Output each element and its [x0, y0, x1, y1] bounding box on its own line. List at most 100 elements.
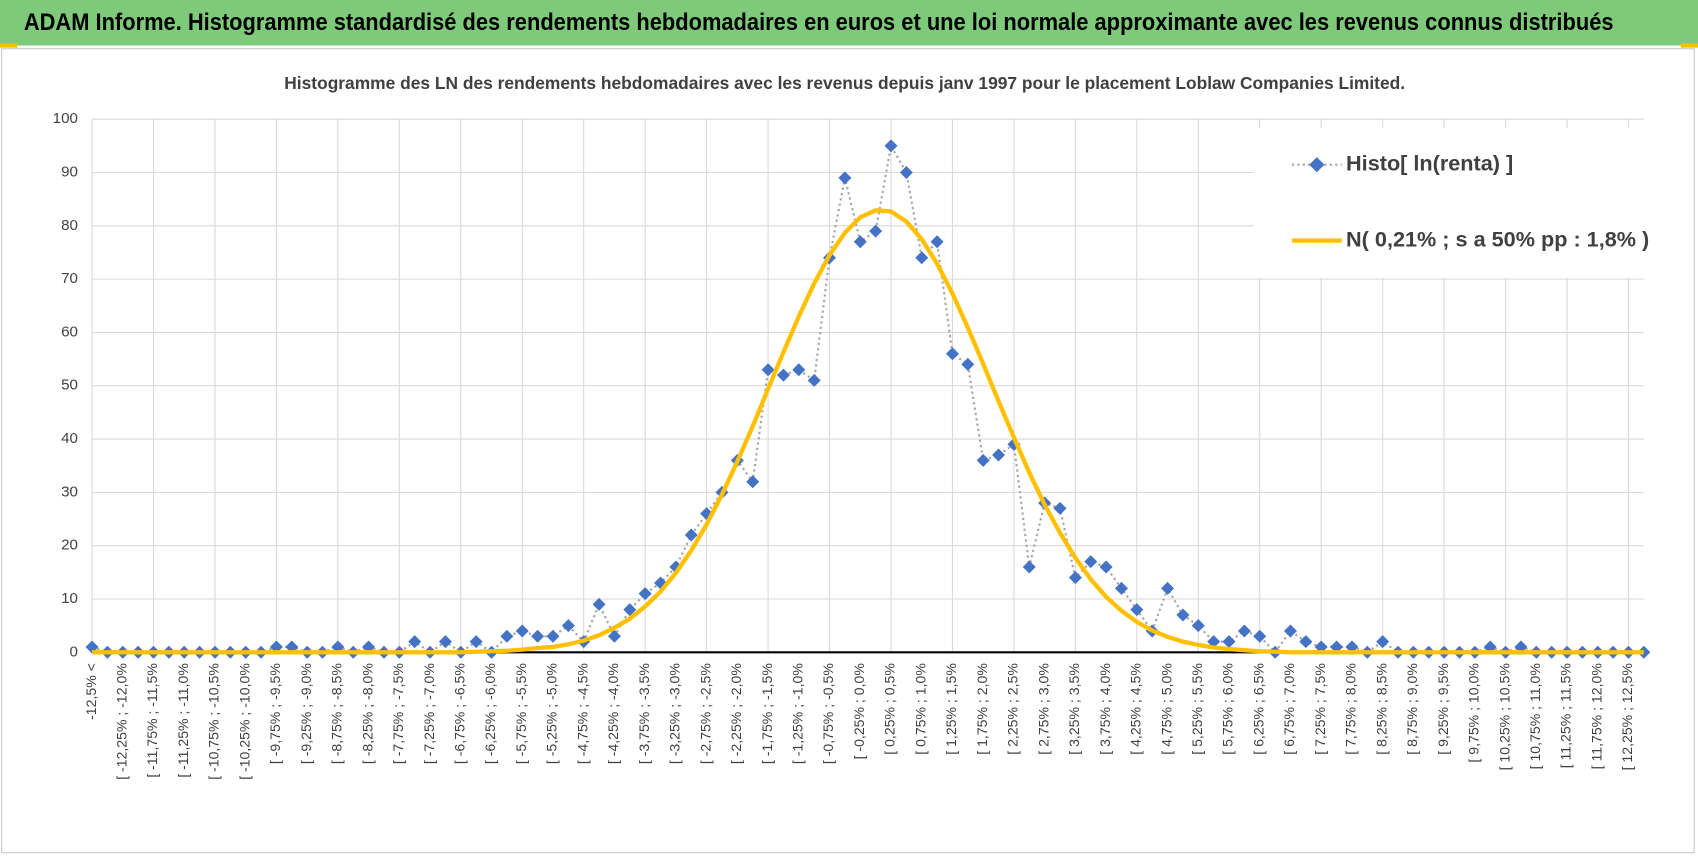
- x-tick-label: [ 12,25% ; 12,5%: [1619, 663, 1635, 771]
- x-tick-label: [ -5,25% ; -5,0%: [544, 663, 560, 764]
- data-point: [807, 373, 821, 387]
- data-point: [1191, 619, 1205, 633]
- x-tick-label: [ 6,75% ; 7,0%: [1281, 663, 1297, 755]
- grid: 0 10 20 30 40 50 60 70 80 90 100 -12,5% < [ -12,25% …: [53, 110, 1644, 780]
- data-point: [884, 139, 898, 153]
- x-tick-label: [ 7,25% ; 7,5%: [1312, 663, 1328, 755]
- x-tick-label: [ -1,75% ; -1,5%: [759, 663, 775, 764]
- legend-label: Histo[ ln(renta) ]: [1346, 150, 1513, 175]
- x-tick-label: [ 1,25% ; 1,5%: [943, 663, 959, 755]
- data-point: [1222, 635, 1236, 649]
- y-tick-label: 40: [61, 430, 78, 447]
- data-point: [638, 587, 652, 601]
- x-tick-label: [ 0,25% ; 0,5%: [882, 663, 898, 755]
- x-tick-label: [ 3,25% ; 3,5%: [1066, 663, 1082, 755]
- legend: Histo[ ln(renta) ] N( 0,21% ; s a 50% pp …: [1254, 127, 1649, 278]
- y-tick-label: 10: [61, 590, 78, 607]
- data-point: [561, 619, 575, 633]
- y-tick-label: 90: [61, 163, 78, 180]
- x-tick-label: [ -11,25% ; -11,0%: [175, 663, 191, 778]
- x-tick-label: [ -8,25% ; -8,0%: [359, 663, 375, 764]
- x-tick-label: [ 11,75% ; 12,0%: [1588, 663, 1604, 770]
- data-point: [1068, 571, 1082, 585]
- corner: [1680, 43, 1698, 48]
- x-tick-label: [ 10,25% ; 10,5%: [1496, 663, 1512, 771]
- data-point: [853, 235, 867, 249]
- data-point: [945, 347, 959, 361]
- data-point: [408, 635, 422, 649]
- x-tick-label: [ 2,25% ; 2,5%: [1005, 663, 1021, 755]
- x-tick-label: [ -4,75% ; -4,5%: [574, 663, 590, 764]
- x-tick-label: [ 10,75% ; 11,0%: [1527, 663, 1543, 770]
- legend-box: [1254, 127, 1644, 278]
- x-tick-label: [ 3,75% ; 4,0%: [1097, 663, 1113, 755]
- data-point: [1299, 635, 1313, 649]
- y-tick-label: 100: [53, 110, 78, 127]
- x-tick-label: [ 8,75% ; 9,0%: [1404, 663, 1420, 755]
- data-point: [1053, 501, 1067, 515]
- data-point: [438, 635, 452, 649]
- data-point: [500, 629, 514, 643]
- x-tick-label: [ 4,25% ; 4,5%: [1128, 663, 1144, 755]
- legend-label: N( 0,21% ; s a 50% pp : 1,8% ): [1346, 226, 1649, 251]
- x-tick-label: [ -3,75% ; -3,5%: [636, 663, 652, 764]
- x-tick-label: [ -2,25% ; -2,0%: [728, 663, 744, 764]
- data-point: [761, 363, 775, 377]
- x-tick-label: [ -10,25% ; -10,0%: [236, 663, 252, 780]
- data-point: [1176, 608, 1190, 622]
- data-point: [869, 224, 883, 238]
- data-point: [1099, 560, 1113, 574]
- x-tick-label: [ 5,25% ; 5,5%: [1189, 663, 1205, 755]
- data-point: [592, 597, 606, 611]
- series-line: [92, 208, 1644, 655]
- chart-frame: [1, 48, 1695, 854]
- y-tick-label: 70: [61, 270, 78, 287]
- y-tick-label: 60: [61, 323, 78, 340]
- x-tick-label: [ 11,25% ; 11,5%: [1558, 663, 1574, 769]
- data-point: [1237, 624, 1251, 638]
- x-tick-label: [ 2,75% ; 3,0%: [1035, 663, 1051, 755]
- x-tick-label: [ -7,75% ; -7,5%: [390, 663, 406, 764]
- x-tick-label: [ -6,75% ; -6,5%: [452, 663, 468, 764]
- legend-marker: [1309, 157, 1325, 173]
- title-bar: [0, 0, 1698, 46]
- x-tick-label: [ 5,75% ; 6,0%: [1220, 663, 1236, 755]
- x-tick-label: [ -3,25% ; -3,0%: [667, 663, 683, 764]
- x-tick-label: [ 6,25% ; 6,5%: [1250, 663, 1266, 755]
- x-tick-label: [ 0,75% ; 1,0%: [912, 663, 928, 755]
- x-tick-label: -12,5% <: [83, 663, 99, 720]
- chart-subtitle: Histogramme des LN des rendements hebdom…: [284, 73, 1405, 93]
- data-point: [961, 357, 975, 371]
- x-tick-label: [ -9,75% ; -9,5%: [267, 663, 283, 764]
- x-tick-label: [ 9,25% ; 9,5%: [1435, 663, 1451, 755]
- y-tick-label: 30: [61, 483, 78, 500]
- x-tick-label: [ -8,75% ; -8,5%: [329, 663, 345, 764]
- y-tick-label: 0: [70, 643, 78, 660]
- x-tick-label: [ -1,25% ; -1,0%: [790, 663, 806, 764]
- y-tick-label: 80: [61, 217, 78, 234]
- x-tick-label: [ 8,25% ; 8,5%: [1373, 663, 1389, 755]
- data-point: [930, 235, 944, 249]
- y-tick-label: 20: [61, 537, 78, 554]
- x-tick-label: [ -9,25% ; -9,0%: [298, 663, 314, 764]
- corner: [0, 43, 18, 48]
- data-point: [915, 251, 929, 265]
- data-point: [1130, 603, 1144, 617]
- x-tick-label: [ -0,25% ; 0,0%: [851, 663, 867, 760]
- data-point: [1283, 624, 1297, 638]
- chart-title: ADAM Informe. Histogramme standardisé de…: [24, 9, 1614, 36]
- x-tick-label: [ -11,75% ; -11,5%: [144, 663, 160, 778]
- data-point: [1376, 635, 1390, 649]
- data-point: [976, 453, 990, 467]
- x-tick-label: [ 9,75% ; 10,0%: [1466, 663, 1482, 763]
- data-point: [1253, 629, 1267, 643]
- x-tick-label: [ -6,25% ; -6,0%: [482, 663, 498, 764]
- x-tick-label: [ -12,25% ; -12,0%: [113, 663, 129, 780]
- x-tick-label: [ -2,75% ; -2,5%: [697, 663, 713, 764]
- data-point: [838, 171, 852, 185]
- data-point: [469, 635, 483, 649]
- data-point: [531, 629, 545, 643]
- x-tick-label: [ 4,75% ; 5,0%: [1158, 663, 1174, 755]
- x-tick-label: [ 1,75% ; 2,0%: [974, 663, 990, 755]
